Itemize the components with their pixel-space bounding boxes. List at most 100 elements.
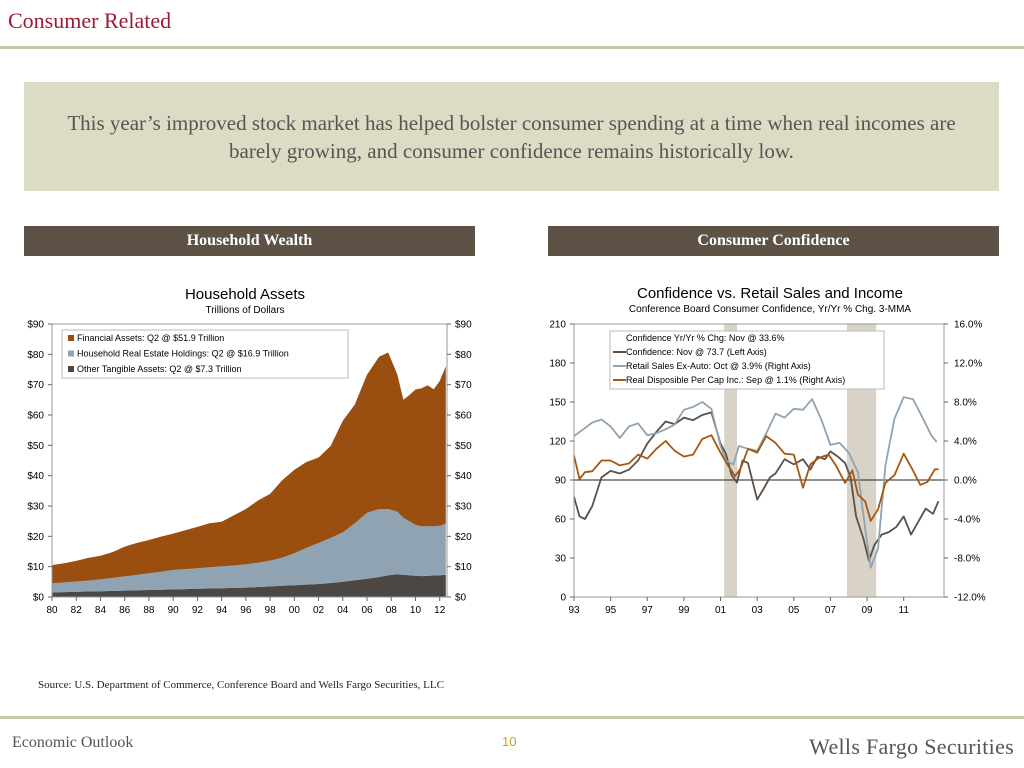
x-tick-label: 92 (192, 605, 204, 616)
x-tick-label: 86 (119, 605, 131, 616)
y-tick-label-right: 0.0% (954, 476, 977, 487)
area-other-tangible (52, 574, 446, 597)
y-tick-label-right: $60 (455, 411, 472, 422)
page-title: Consumer Related (8, 8, 172, 33)
y-tick-label-right: $80 (455, 350, 472, 361)
legend-label: Other Tangible Assets: Q2 @ $7.3 Trillio… (77, 364, 242, 374)
chart-title: Confidence vs. Retail Sales and Income (637, 285, 903, 302)
chart-subtitle: Trillions of Dollars (205, 305, 284, 316)
y-tick-label-left: 180 (549, 359, 566, 370)
y-tick-label-right: $50 (455, 441, 472, 452)
y-tick-label: $60 (27, 411, 44, 422)
y-tick-label: $50 (27, 441, 44, 452)
x-tick-label: 97 (642, 605, 654, 616)
y-tick-label-right: $90 (455, 320, 472, 331)
x-tick-label: 12 (434, 605, 446, 616)
x-tick-label: 06 (361, 605, 373, 616)
x-tick-label: 04 (337, 605, 349, 616)
legend-label: Confidence Yr/Yr % Chg: Nov @ 33.6% (626, 333, 785, 343)
footer-rule (0, 716, 1024, 719)
summary-text: This year’s improved stock market has he… (67, 110, 956, 163)
x-tick-label: 09 (862, 605, 874, 616)
y-tick-label-right: -4.0% (954, 515, 980, 526)
y-tick-label: $90 (27, 320, 44, 331)
x-tick-label: 08 (386, 605, 398, 616)
legend-swatch (68, 335, 74, 341)
area-financial (52, 352, 446, 584)
chart-subtitle: Conference Board Consumer Confidence, Yr… (629, 304, 911, 315)
x-tick-label: 01 (715, 605, 727, 616)
line-retail-sales (573, 396, 938, 569)
y-tick-label-right: 4.0% (954, 437, 977, 448)
x-tick-label: 05 (788, 605, 800, 616)
y-tick-label-right: -8.0% (954, 554, 980, 565)
y-tick-label-right: $0 (455, 593, 467, 604)
area-real-estate (52, 509, 446, 593)
plot-frame (51, 323, 448, 598)
x-tick-label: 99 (678, 605, 690, 616)
y-tick-label: $10 (27, 562, 44, 573)
x-tick-label: 90 (168, 605, 180, 616)
legend-label: Retail Sales Ex-Auto: Oct @ 3.9% (Right … (626, 361, 811, 371)
section-household-wealth: Household Wealth (24, 226, 475, 256)
y-tick-label: $80 (27, 350, 44, 361)
y-tick-label: $30 (27, 502, 44, 513)
y-tick-label-left: 150 (549, 398, 566, 409)
wells-fargo-logo: Wells Fargo Securities (809, 734, 1014, 759)
x-tick-label: 82 (71, 605, 83, 616)
household-assets-chart: Household Assets Trillions of Dollars $0 $0… (27, 286, 472, 616)
source-note: Source: U.S. Department of Commerce, Con… (38, 679, 444, 691)
x-tick-label: 98 (265, 605, 277, 616)
y-tick-label: $70 (27, 380, 44, 391)
y-tick-label-left: 30 (555, 554, 567, 565)
recession-band (724, 324, 738, 597)
y-tick-label-right: -12.0% (954, 593, 986, 604)
y-tick-label: $20 (27, 532, 44, 543)
section-consumer-confidence: Consumer Confidence (548, 226, 999, 256)
y-tick-label-left: 120 (549, 437, 566, 448)
y-tick-label-right: $40 (455, 471, 472, 482)
legend-box (61, 329, 349, 379)
y-tick-label-left: 0 (560, 593, 566, 604)
legend-label: Confidence: Nov @ 73.7 (Left Axis) (626, 347, 767, 357)
x-tick-label: 95 (605, 605, 617, 616)
page-number: 10 (502, 734, 517, 749)
x-tick-label: 94 (216, 605, 228, 616)
y-tick-label-right: $20 (455, 532, 472, 543)
y-tick-label: $40 (27, 471, 44, 482)
y-tick-label-left: 90 (555, 476, 567, 487)
x-tick-label: 84 (95, 605, 107, 616)
x-tick-label: 03 (752, 605, 764, 616)
x-tick-label: 93 (568, 605, 580, 616)
x-tick-label: 88 (143, 605, 155, 616)
x-tick-label: 10 (410, 605, 422, 616)
legend-label: Real Disposible Per Cap Inc.: Sep @ 1.1%… (626, 375, 845, 385)
x-tick-label: 02 (313, 605, 325, 616)
x-tick-label: 00 (289, 605, 301, 616)
x-tick-label: 11 (899, 605, 910, 616)
plot-frame (573, 323, 945, 598)
y-tick-label-right: 8.0% (954, 398, 977, 409)
y-tick-label-right: $70 (455, 380, 472, 391)
y-tick-label-left: 210 (549, 320, 566, 331)
line-real-income (573, 434, 939, 522)
footer-title: Economic Outlook (12, 734, 134, 751)
legend-label: Financial Assets: Q2 @ $51.9 Trillion (77, 333, 224, 343)
y-tick-label-right: $10 (455, 562, 472, 573)
x-tick-label: 96 (240, 605, 252, 616)
y-tick-label-right: 16.0% (954, 320, 982, 331)
y-tick-label-left: 60 (555, 515, 567, 526)
y-tick-label: $0 (33, 593, 45, 604)
legend-swatch (68, 366, 74, 372)
y-tick-label-right: 12.0% (954, 359, 982, 370)
legend-box (609, 330, 885, 390)
summary-callout: This year’s improved stock market has he… (24, 82, 999, 191)
x-tick-label: 80 (46, 605, 58, 616)
header-rule (0, 46, 1024, 49)
chart-title: Household Assets (185, 286, 305, 303)
confidence-chart: Confidence vs. Retail Sales and Income Co… (549, 285, 986, 616)
legend-label: Household Real Estate Holdings: Q2 @ $16… (77, 349, 289, 359)
legend-swatch (68, 350, 74, 357)
x-tick-label: 07 (825, 605, 837, 616)
y-tick-label-right: $30 (455, 502, 472, 513)
